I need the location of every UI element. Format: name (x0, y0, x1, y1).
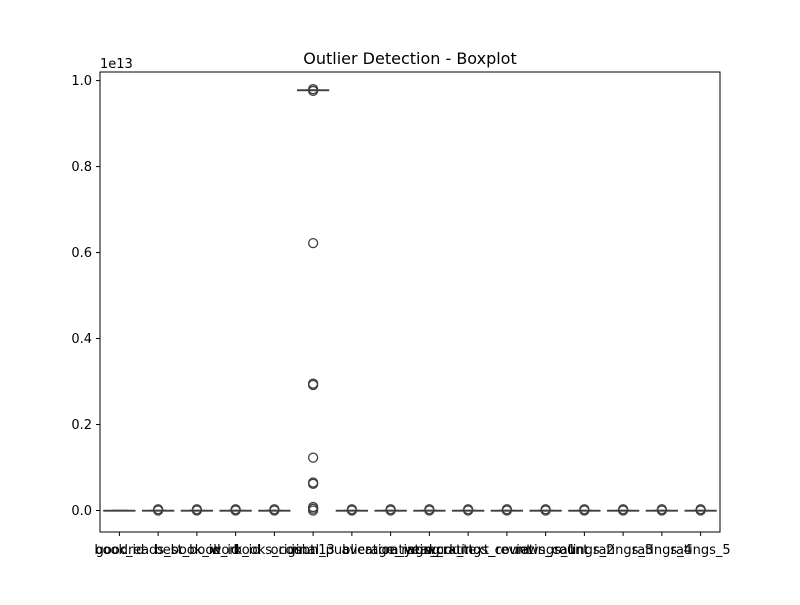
x-tick-label: original_publication_year (271, 543, 434, 558)
outlier-point (695, 504, 706, 515)
outlier-point (230, 504, 241, 515)
x-tick-label: average_rating (342, 543, 440, 558)
outlier-point (385, 504, 396, 515)
outlier-point (540, 504, 551, 515)
box-ratings_5 (684, 504, 717, 516)
box-ratings_1 (529, 504, 562, 516)
x-tick-label: ratings_1 (516, 543, 576, 558)
box-books_count (258, 504, 291, 516)
box-book_id (103, 509, 136, 512)
box-ratings_count (413, 504, 446, 516)
box-goodreads_book_id (141, 504, 175, 516)
y-axis: 0.0 0.2 0.4 0.6 0.8 1.0 (71, 74, 100, 519)
outlier-point (579, 504, 590, 515)
outlier-point (424, 504, 435, 515)
x-tick-label: isbn13 (291, 543, 334, 558)
y-tick-label: 0.2 (71, 418, 92, 433)
outlier-point (152, 504, 164, 515)
x-tick-label: books_count (234, 543, 316, 558)
x-tick-label: ratings_3 (593, 543, 653, 558)
outlier-point (307, 478, 319, 490)
outlier-point (307, 85, 319, 97)
y-tick-label: 0.0 (71, 504, 92, 519)
y-tick-label: 1.0 (71, 74, 92, 89)
x-tick-label: goodreads_book_id (96, 543, 221, 558)
y-tick-label: 0.8 (71, 160, 92, 175)
x-tick-label: work_id (211, 543, 261, 558)
plot-frame (99, 71, 721, 533)
box-original_publication_year (335, 504, 369, 516)
y-axis-scale-label: 1e13 (100, 57, 133, 72)
outlier-point (501, 504, 513, 515)
x-tick-label: ratings_count (385, 543, 473, 558)
outlier-point (307, 379, 319, 391)
x-tick-label: work_ratings_count (405, 543, 531, 558)
outlier-point (269, 504, 280, 515)
y-tick-label: 0.4 (71, 332, 92, 347)
x-tick-label: book_id (94, 543, 144, 558)
chart-title: Outlier Detection - Boxplot (303, 49, 516, 68)
outlier-point (462, 504, 474, 515)
x-tick-label: ratings_4 (632, 543, 692, 558)
x-tick-label: work_text_reviews_count (425, 543, 588, 558)
box-best_book_id (180, 504, 214, 516)
box-ratings_3 (606, 504, 640, 516)
boxes-layer (103, 84, 717, 516)
x-tick-label: ratings_2 (554, 543, 614, 558)
box-work_id (219, 504, 252, 516)
outlier-point (307, 505, 319, 516)
box-average_rating (374, 504, 407, 516)
box-work_text_reviews_count (490, 504, 524, 516)
outlier-point (346, 504, 358, 515)
box-isbn13 (296, 84, 330, 516)
outlier-point (656, 504, 668, 515)
outlier-point (617, 504, 629, 515)
y-tick-label: 0.6 (71, 246, 92, 261)
x-axis: book_idgoodreads_book_idbest_book_idwork… (94, 532, 731, 558)
box-ratings_2 (568, 504, 601, 516)
outlier-point (191, 504, 203, 515)
box-work_ratings_count (451, 504, 485, 516)
x-tick-label: best_book_id (155, 543, 240, 558)
box-ratings_4 (645, 504, 679, 516)
x-tick-label: ratings_5 (671, 543, 731, 558)
outlier-point (307, 237, 319, 249)
outlier-point (307, 452, 319, 463)
